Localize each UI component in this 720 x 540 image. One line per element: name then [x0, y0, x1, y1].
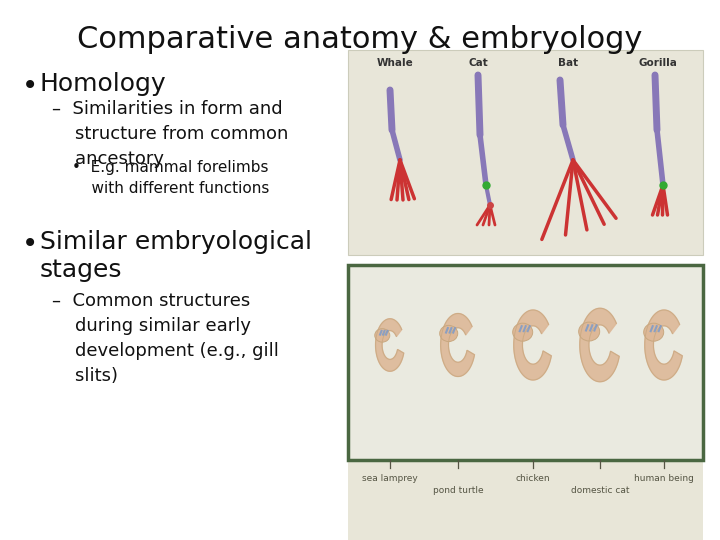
Text: chicken: chicken: [516, 474, 550, 483]
Ellipse shape: [644, 323, 664, 341]
Polygon shape: [514, 310, 552, 380]
Ellipse shape: [375, 329, 390, 342]
Polygon shape: [644, 310, 683, 380]
Bar: [348, 265, 703, 540]
Ellipse shape: [440, 326, 458, 342]
Text: Whale: Whale: [377, 58, 413, 68]
Text: Gorilla: Gorilla: [639, 58, 678, 68]
Text: Cat: Cat: [468, 58, 488, 68]
Text: –  Similarities in form and
    structure from common
    ancestory: – Similarities in form and structure fro…: [52, 100, 289, 168]
Text: Similar embryological
stages: Similar embryological stages: [40, 230, 312, 282]
Text: sea lamprey: sea lamprey: [362, 474, 418, 483]
Text: –  Common structures
    during similar early
    development (e.g., gill
    sl: – Common structures during similar early…: [52, 292, 279, 385]
Bar: [348, 265, 703, 460]
Text: •: •: [22, 230, 38, 258]
Text: Bat: Bat: [558, 58, 578, 68]
Polygon shape: [441, 314, 474, 376]
Text: •  E.g. mammal forelimbs
    with different functions: • E.g. mammal forelimbs with different f…: [72, 160, 269, 196]
Text: Comparative anatomy & embryology: Comparative anatomy & embryology: [77, 25, 643, 54]
Ellipse shape: [579, 322, 600, 341]
Polygon shape: [580, 308, 619, 382]
Ellipse shape: [513, 323, 533, 341]
Text: Homology: Homology: [40, 72, 166, 96]
Polygon shape: [376, 319, 404, 371]
Text: pond turtle: pond turtle: [433, 486, 483, 495]
Bar: [348, 50, 703, 255]
Text: domestic cat: domestic cat: [571, 486, 629, 495]
Text: •: •: [22, 72, 38, 100]
Text: human being: human being: [634, 474, 694, 483]
